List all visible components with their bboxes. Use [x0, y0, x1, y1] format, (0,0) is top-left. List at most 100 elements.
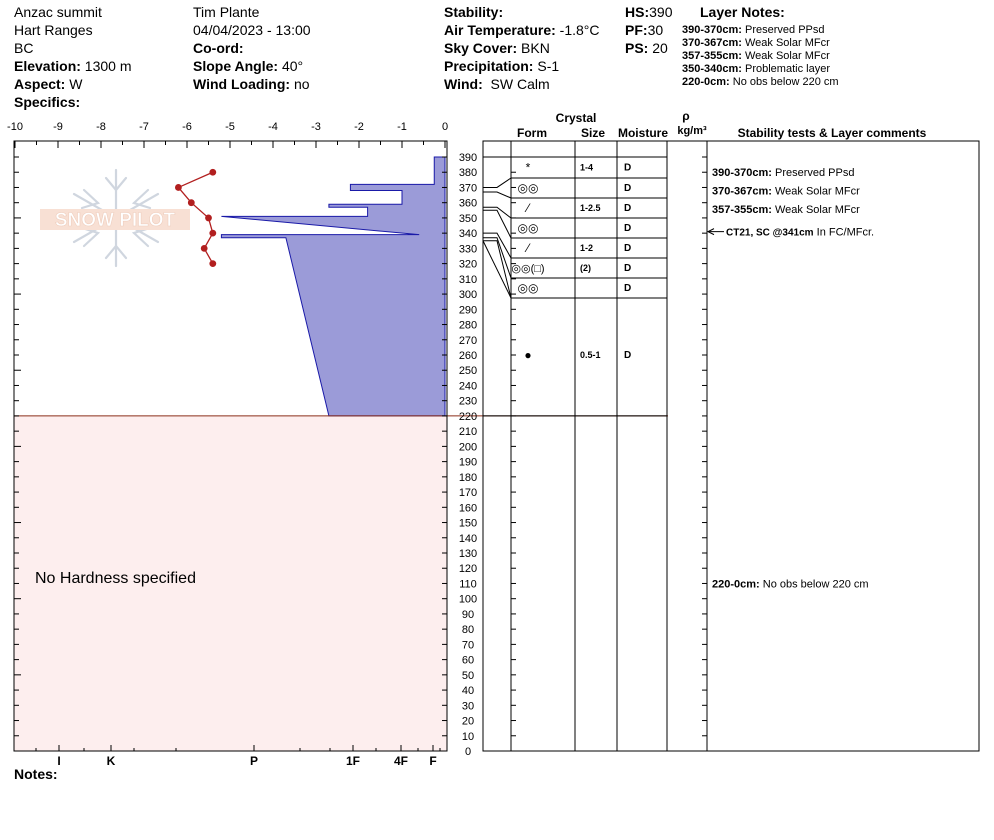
temperature-tick-label: -6 — [182, 121, 192, 133]
temperature-tick-label: -1 — [397, 121, 407, 133]
height-tick-label: 150 — [459, 518, 477, 530]
wind-loading-label: Wind Loading: — [193, 76, 291, 92]
height-tick-label: 340 — [459, 228, 477, 240]
snowpilot-logo: SNOW PILOT — [40, 168, 190, 268]
elevation-label: Elevation: — [14, 58, 81, 74]
layer-moisture: D — [624, 263, 631, 274]
height-tick-label: 370 — [459, 182, 477, 194]
height-tick-label: 130 — [459, 548, 477, 560]
layer-moisture: D — [624, 203, 631, 214]
height-tick-label: 0 — [465, 746, 471, 758]
precip-value: S-1 — [537, 58, 560, 74]
temperature-tick-label: -8 — [96, 121, 106, 133]
table-frame — [482, 140, 980, 752]
notes-label: Notes: — [14, 766, 58, 782]
layer-form: * — [526, 161, 531, 175]
hardness-profile — [220, 156, 446, 417]
layer-connector — [483, 206, 512, 219]
layer-moisture: D — [624, 283, 631, 294]
layer-connector — [483, 209, 512, 239]
temperature-point — [200, 244, 208, 252]
hardness-tick-label: P — [250, 754, 258, 768]
temperature-point — [209, 260, 217, 268]
temperature-tick-label: -5 — [225, 121, 235, 133]
layer-comment: 357-355cm: Weak Solar MFcr — [712, 204, 860, 216]
layer-comment-range: CT21, SC @341cm — [726, 228, 814, 239]
temperature-tick-label: -10 — [7, 121, 23, 133]
height-tick-label: 300 — [459, 289, 477, 301]
layer-table-body: * 1-4 D ◎◎ D ⁄ 1-2.5 D ◎◎ D ⁄ 1-2 D ◎◎(□) (2) D ◎◎ D ● 0.5-… — [482, 140, 980, 752]
height-tick-label: 350 — [459, 213, 477, 225]
height-tick-label: 50 — [462, 670, 474, 682]
height-tick-label: 110 — [459, 578, 477, 590]
coord-row: Co-ord: — [193, 39, 244, 57]
col-crystal: Crystal — [556, 111, 597, 125]
layer-connector — [483, 177, 512, 188]
aspect-row: Aspect: W — [14, 75, 82, 93]
col-form: Form — [517, 126, 547, 140]
layer-notes-list: 390-370cm: Preserved PPsd 370-367cm: Wea… — [682, 24, 839, 89]
layer-connector — [483, 191, 512, 199]
temperature-tick-label: -2 — [354, 121, 364, 133]
layer-form: ◎◎ — [518, 281, 539, 295]
height-tick-label: 70 — [462, 639, 474, 651]
wind-loading-value: no — [293, 76, 310, 92]
height-tick-label: 200 — [459, 441, 477, 453]
col-rho: ρ — [682, 109, 689, 123]
no-observation-area — [14, 415, 447, 751]
height-tick-label: 60 — [462, 655, 474, 667]
elevation-row: Elevation: 1300 m — [14, 57, 132, 75]
layer-moisture: D — [624, 350, 631, 361]
height-tick-label: 290 — [459, 304, 477, 316]
elevation-value: 1300 m — [84, 58, 132, 74]
hardness-tick-label: 4F — [394, 754, 408, 768]
layer-connector — [483, 237, 512, 279]
precip-row: Precipitation: S-1 — [444, 57, 559, 75]
height-tick-label: 100 — [459, 594, 477, 606]
layer-connector — [483, 240, 512, 299]
ps-row: PS: 20 — [625, 39, 668, 57]
layer-size: 1-2 — [580, 243, 593, 253]
specifics-row: Specifics: — [14, 93, 80, 111]
layer-size: 1-2.5 — [580, 203, 601, 213]
pf-value: 30 — [647, 22, 664, 38]
stability-label: Stability: — [444, 4, 504, 20]
layer-comment-range: 220-0cm: — [712, 578, 760, 590]
logo-text: SNOW PILOT — [55, 210, 176, 231]
layer-comment-range: 357-355cm: — [712, 204, 772, 216]
layer-comment-text: No obs below 220 cm — [760, 578, 869, 590]
layer-form: ◎◎(□) — [511, 263, 544, 275]
hs-value: 390 — [649, 4, 673, 20]
no-hardness-label: No Hardness specified — [35, 570, 196, 587]
temperature-profile — [175, 168, 217, 268]
layer-form: ● — [524, 348, 531, 362]
layer-moisture: D — [624, 243, 631, 254]
layer-note: 370-367cm: Weak Solar MFcr — [682, 37, 830, 49]
layer-connector — [483, 232, 512, 259]
height-tick-label: 190 — [459, 457, 477, 469]
temperature-axis: -10 -9 -8 -7 -6 -5 -4 -3 -2 -1 0 — [7, 121, 448, 148]
layer-note: 390-370cm: Preserved PPsd — [682, 24, 825, 36]
height-tick-label: 230 — [459, 396, 477, 408]
height-tick-label: 140 — [459, 533, 477, 545]
comment-arrow-head — [706, 228, 715, 236]
pf-label: PF: — [625, 22, 648, 38]
hs-row: HS:390 — [625, 3, 672, 21]
pf-row: PF:30 — [625, 21, 663, 39]
height-tick-label: 310 — [459, 274, 477, 286]
layer-size: 1-4 — [580, 163, 593, 173]
stability-row: Stability: — [444, 3, 503, 21]
observer: Tim Plante — [193, 4, 260, 20]
height-tick-label: 160 — [459, 502, 477, 514]
height-tick-label: 180 — [459, 472, 477, 484]
temperature-tick-label: -3 — [311, 121, 321, 133]
height-tick-label: 10 — [462, 731, 474, 743]
layer-form: ⁄ — [524, 201, 531, 215]
layer-comment-text: Weak Solar MFcr — [772, 204, 860, 216]
temperature-point — [209, 229, 217, 237]
hs-label: HS: — [625, 4, 650, 20]
temperature-point — [209, 168, 217, 176]
temperature-tick-label: -4 — [268, 121, 278, 133]
layer-connector — [482, 240, 512, 299]
sky-row: Sky Cover: BKN — [444, 39, 550, 57]
